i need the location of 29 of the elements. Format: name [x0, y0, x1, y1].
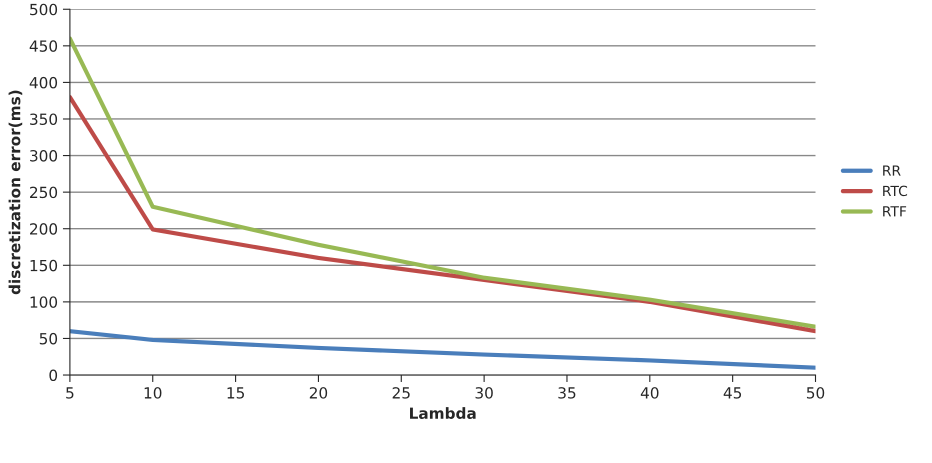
- y-tick-label: 200: [30, 223, 58, 235]
- x-tick-label: 50: [806, 387, 824, 399]
- y-axis-title: discretization error(ms): [8, 90, 22, 294]
- x-tick-label: 10: [144, 387, 162, 399]
- x-tick-label: 40: [640, 387, 659, 399]
- x-axis-title: Lambda: [410, 407, 476, 420]
- x-tick-label: 15: [228, 387, 244, 399]
- legend-label: RR: [883, 165, 901, 176]
- y-tick-label: 450: [30, 40, 58, 52]
- x-tick-label: 35: [558, 387, 576, 399]
- y-tick-label: 400: [30, 76, 58, 88]
- y-tick-label: 300: [30, 150, 58, 162]
- legend-label: RTC: [883, 186, 908, 196]
- x-tick-label: 30: [476, 387, 493, 399]
- y-tick-label: 500: [30, 4, 58, 16]
- x-tick-label: 20: [310, 387, 328, 399]
- line-series: [70, 36, 816, 329]
- legend-label: RTF: [883, 206, 906, 216]
- line-series: [70, 94, 816, 334]
- y-tick-label: 0: [49, 369, 58, 382]
- x-tick-label: 5: [66, 387, 74, 399]
- y-tick-label: 100: [30, 296, 58, 308]
- y-tick-label: 150: [30, 260, 58, 272]
- y-tick-label: 250: [30, 186, 58, 198]
- x-tick-label: 25: [392, 387, 410, 399]
- y-tick-label: 50: [40, 332, 58, 344]
- y-tick-label: 350: [30, 113, 58, 126]
- line-series: [70, 329, 816, 370]
- x-tick-label: 45: [724, 387, 742, 399]
